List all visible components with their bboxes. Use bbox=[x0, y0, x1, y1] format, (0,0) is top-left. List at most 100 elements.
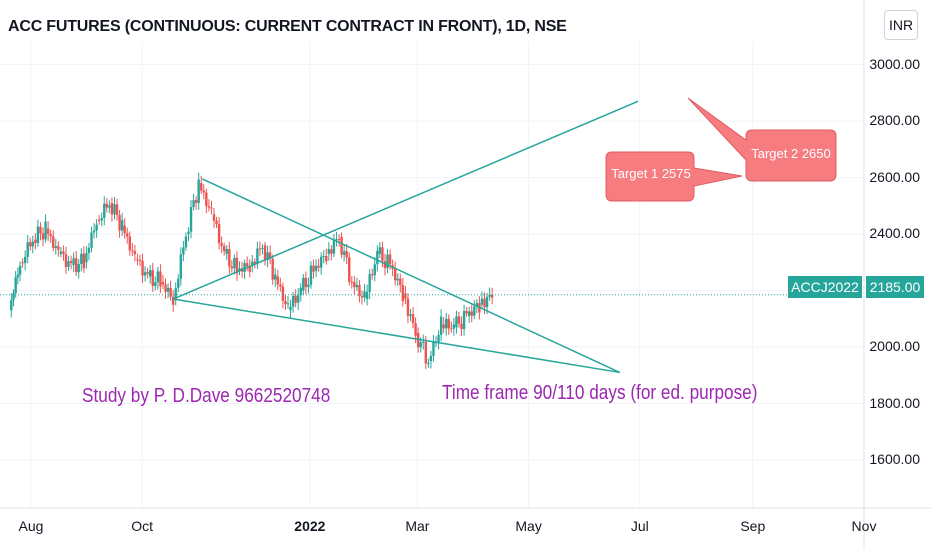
candle-body bbox=[110, 202, 114, 215]
candle-body bbox=[302, 277, 305, 291]
candle-body bbox=[200, 183, 203, 191]
candle-body bbox=[118, 215, 121, 231]
trendline-group bbox=[172, 100, 639, 374]
price-tick-label: 2600.00 bbox=[869, 168, 920, 185]
candle-body bbox=[388, 254, 392, 265]
candle-body bbox=[26, 242, 29, 257]
candle-body bbox=[54, 246, 57, 248]
candle-body bbox=[64, 254, 68, 267]
candle-body bbox=[467, 311, 471, 316]
candle-body bbox=[41, 233, 45, 240]
candle-body bbox=[146, 272, 149, 274]
candle-body bbox=[335, 239, 338, 241]
candle-body bbox=[136, 259, 139, 261]
candle-body bbox=[317, 265, 320, 268]
candle-body bbox=[350, 281, 353, 283]
candle-body bbox=[77, 263, 80, 273]
candle-body bbox=[251, 261, 254, 266]
candle-body bbox=[159, 271, 162, 287]
candle-body bbox=[31, 241, 35, 247]
candle-body bbox=[103, 203, 106, 218]
candle-body bbox=[205, 192, 208, 207]
candle-body bbox=[330, 249, 333, 254]
candle-body bbox=[358, 285, 361, 296]
candle-body bbox=[105, 203, 109, 208]
candle-body bbox=[92, 230, 96, 233]
candle-body bbox=[289, 306, 292, 311]
candle-body bbox=[18, 265, 22, 275]
candle-body bbox=[442, 324, 445, 329]
symbol-tag: ACCJ2022 bbox=[788, 276, 862, 298]
candle-body bbox=[279, 284, 282, 287]
candle-body bbox=[286, 303, 290, 305]
time-tick-label: Mar bbox=[405, 518, 430, 534]
candle-body bbox=[291, 295, 295, 307]
candle-body bbox=[194, 200, 198, 203]
candle-body bbox=[141, 260, 144, 276]
candle-body bbox=[215, 220, 218, 225]
candle-body bbox=[72, 258, 75, 266]
candle-body bbox=[393, 268, 397, 281]
candle-body bbox=[399, 278, 402, 286]
candle-body bbox=[131, 250, 134, 252]
candle-body bbox=[355, 285, 359, 288]
candle-body bbox=[29, 242, 32, 247]
candle-body bbox=[69, 261, 73, 263]
candle-body bbox=[113, 204, 116, 215]
currency-button[interactable]: INR bbox=[884, 10, 918, 40]
candle-body bbox=[177, 278, 180, 289]
candle-body bbox=[223, 245, 226, 252]
candle-body bbox=[363, 291, 366, 298]
candle-body bbox=[49, 234, 52, 237]
candle-body bbox=[148, 270, 152, 277]
price-tick-label: 2000.00 bbox=[869, 338, 920, 355]
candle-body bbox=[345, 251, 348, 258]
candle-body bbox=[164, 284, 167, 292]
candle-body bbox=[327, 249, 331, 254]
candle-body bbox=[235, 257, 239, 274]
candle-body bbox=[475, 303, 479, 307]
candle-body bbox=[123, 225, 126, 234]
candle-body bbox=[21, 262, 24, 264]
candle-body bbox=[34, 239, 37, 244]
time-tick-label: Sep bbox=[740, 518, 766, 534]
candle-body bbox=[480, 298, 484, 305]
candle-body bbox=[14, 277, 17, 294]
candle-body bbox=[171, 296, 175, 305]
target1-label[interactable]: Target 1 2575 bbox=[611, 166, 691, 181]
candle-body bbox=[57, 246, 60, 250]
candle-body bbox=[67, 261, 70, 267]
candle-body bbox=[376, 250, 379, 265]
candle-body bbox=[174, 288, 177, 300]
candle-body bbox=[460, 323, 463, 329]
candle-body bbox=[39, 226, 42, 234]
candle-body bbox=[36, 226, 40, 244]
study-annotation[interactable]: Study by P. D.Dave 9662520748 bbox=[82, 385, 331, 407]
candle-body bbox=[253, 261, 257, 264]
timeframe-annotation[interactable]: Time frame 90/110 days (for ed. purpose) bbox=[442, 382, 758, 404]
candle-body bbox=[294, 295, 297, 303]
candle-body bbox=[228, 249, 231, 267]
time-tick-label: Aug bbox=[18, 518, 44, 534]
time-tick-label: Nov bbox=[851, 518, 877, 534]
candle-body bbox=[44, 221, 47, 240]
candle-body bbox=[161, 282, 165, 285]
candle-body bbox=[325, 255, 328, 262]
candle-body bbox=[230, 266, 234, 269]
candle-body bbox=[342, 251, 346, 255]
trendline bbox=[173, 298, 620, 374]
candle-body bbox=[82, 253, 86, 269]
candle-body bbox=[233, 257, 236, 269]
candle-body bbox=[12, 293, 15, 301]
candle-body bbox=[485, 296, 489, 308]
candle-body bbox=[100, 217, 103, 221]
target2-label[interactable]: Target 2 2650 bbox=[751, 146, 831, 161]
price-tag: 2185.00 bbox=[866, 276, 924, 298]
candle-body bbox=[457, 316, 461, 324]
candle-body bbox=[368, 274, 371, 292]
candle-body bbox=[416, 332, 420, 348]
candle-body bbox=[439, 316, 443, 335]
candle-body bbox=[95, 224, 98, 231]
